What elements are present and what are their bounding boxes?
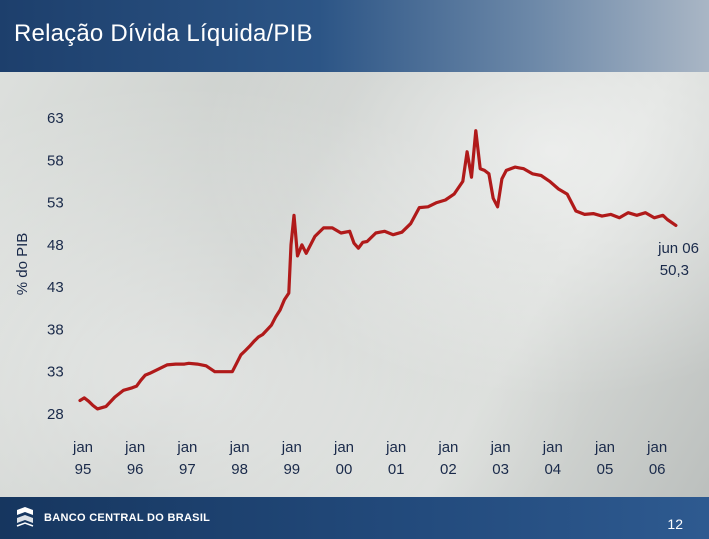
x-tick-month: jan bbox=[72, 439, 93, 456]
y-axis-label: % do PIB bbox=[14, 233, 31, 296]
x-tick-month: jan bbox=[385, 439, 406, 456]
bank-logo-icon bbox=[16, 507, 34, 527]
x-tick-year: 97 bbox=[179, 461, 196, 478]
y-tick-label: 43 bbox=[47, 279, 64, 296]
x-tick-month: jan bbox=[437, 439, 458, 456]
x-tick-month: jan bbox=[124, 439, 145, 456]
y-tick-label: 33 bbox=[47, 364, 64, 381]
annotation-value: 50,3 bbox=[660, 262, 689, 279]
header-bar: Relação Dívida Líquida/PIB bbox=[0, 0, 709, 72]
y-tick-label: 48 bbox=[47, 237, 64, 254]
x-tick-year: 95 bbox=[75, 461, 92, 478]
series-line bbox=[78, 129, 678, 411]
page-title: Relação Dívida Líquida/PIB bbox=[14, 20, 313, 47]
x-tick-month: jan bbox=[542, 439, 563, 456]
footer-bar bbox=[0, 497, 709, 539]
x-tick-year: 01 bbox=[388, 461, 405, 478]
x-tick-month: jan bbox=[281, 439, 302, 456]
x-tick-year: 98 bbox=[231, 461, 248, 478]
line-chart: % do PIB 63 58 53 48 43 38 33 28 jan 95 jan 96 jan 9… bbox=[14, 110, 699, 478]
x-tick-year: 05 bbox=[597, 461, 614, 478]
x-tick-year: 03 bbox=[492, 461, 509, 478]
y-tick-label: 38 bbox=[47, 321, 64, 338]
page-number: 12 bbox=[667, 516, 683, 532]
x-tick-year: 00 bbox=[336, 461, 353, 478]
y-tick-label: 58 bbox=[47, 152, 64, 169]
bank-name: BANCO CENTRAL DO BRASIL bbox=[44, 512, 211, 524]
y-tick-label: 63 bbox=[47, 110, 64, 127]
x-tick-year: 96 bbox=[127, 461, 144, 478]
x-tick-month: jan bbox=[176, 439, 197, 456]
x-tick-year: 99 bbox=[283, 461, 300, 478]
y-tick-label: 28 bbox=[47, 406, 64, 423]
annotation-date: jun 06 bbox=[657, 240, 699, 257]
x-tick-month: jan bbox=[594, 439, 615, 456]
x-tick-month: jan bbox=[229, 439, 250, 456]
x-tick-month: jan bbox=[490, 439, 511, 456]
y-tick-label: 53 bbox=[47, 195, 64, 212]
x-tick-month: jan bbox=[646, 439, 667, 456]
x-tick-month: jan bbox=[333, 439, 354, 456]
x-tick-year: 04 bbox=[544, 461, 561, 478]
x-tick-year: 06 bbox=[649, 461, 666, 478]
x-tick-year: 02 bbox=[440, 461, 457, 478]
